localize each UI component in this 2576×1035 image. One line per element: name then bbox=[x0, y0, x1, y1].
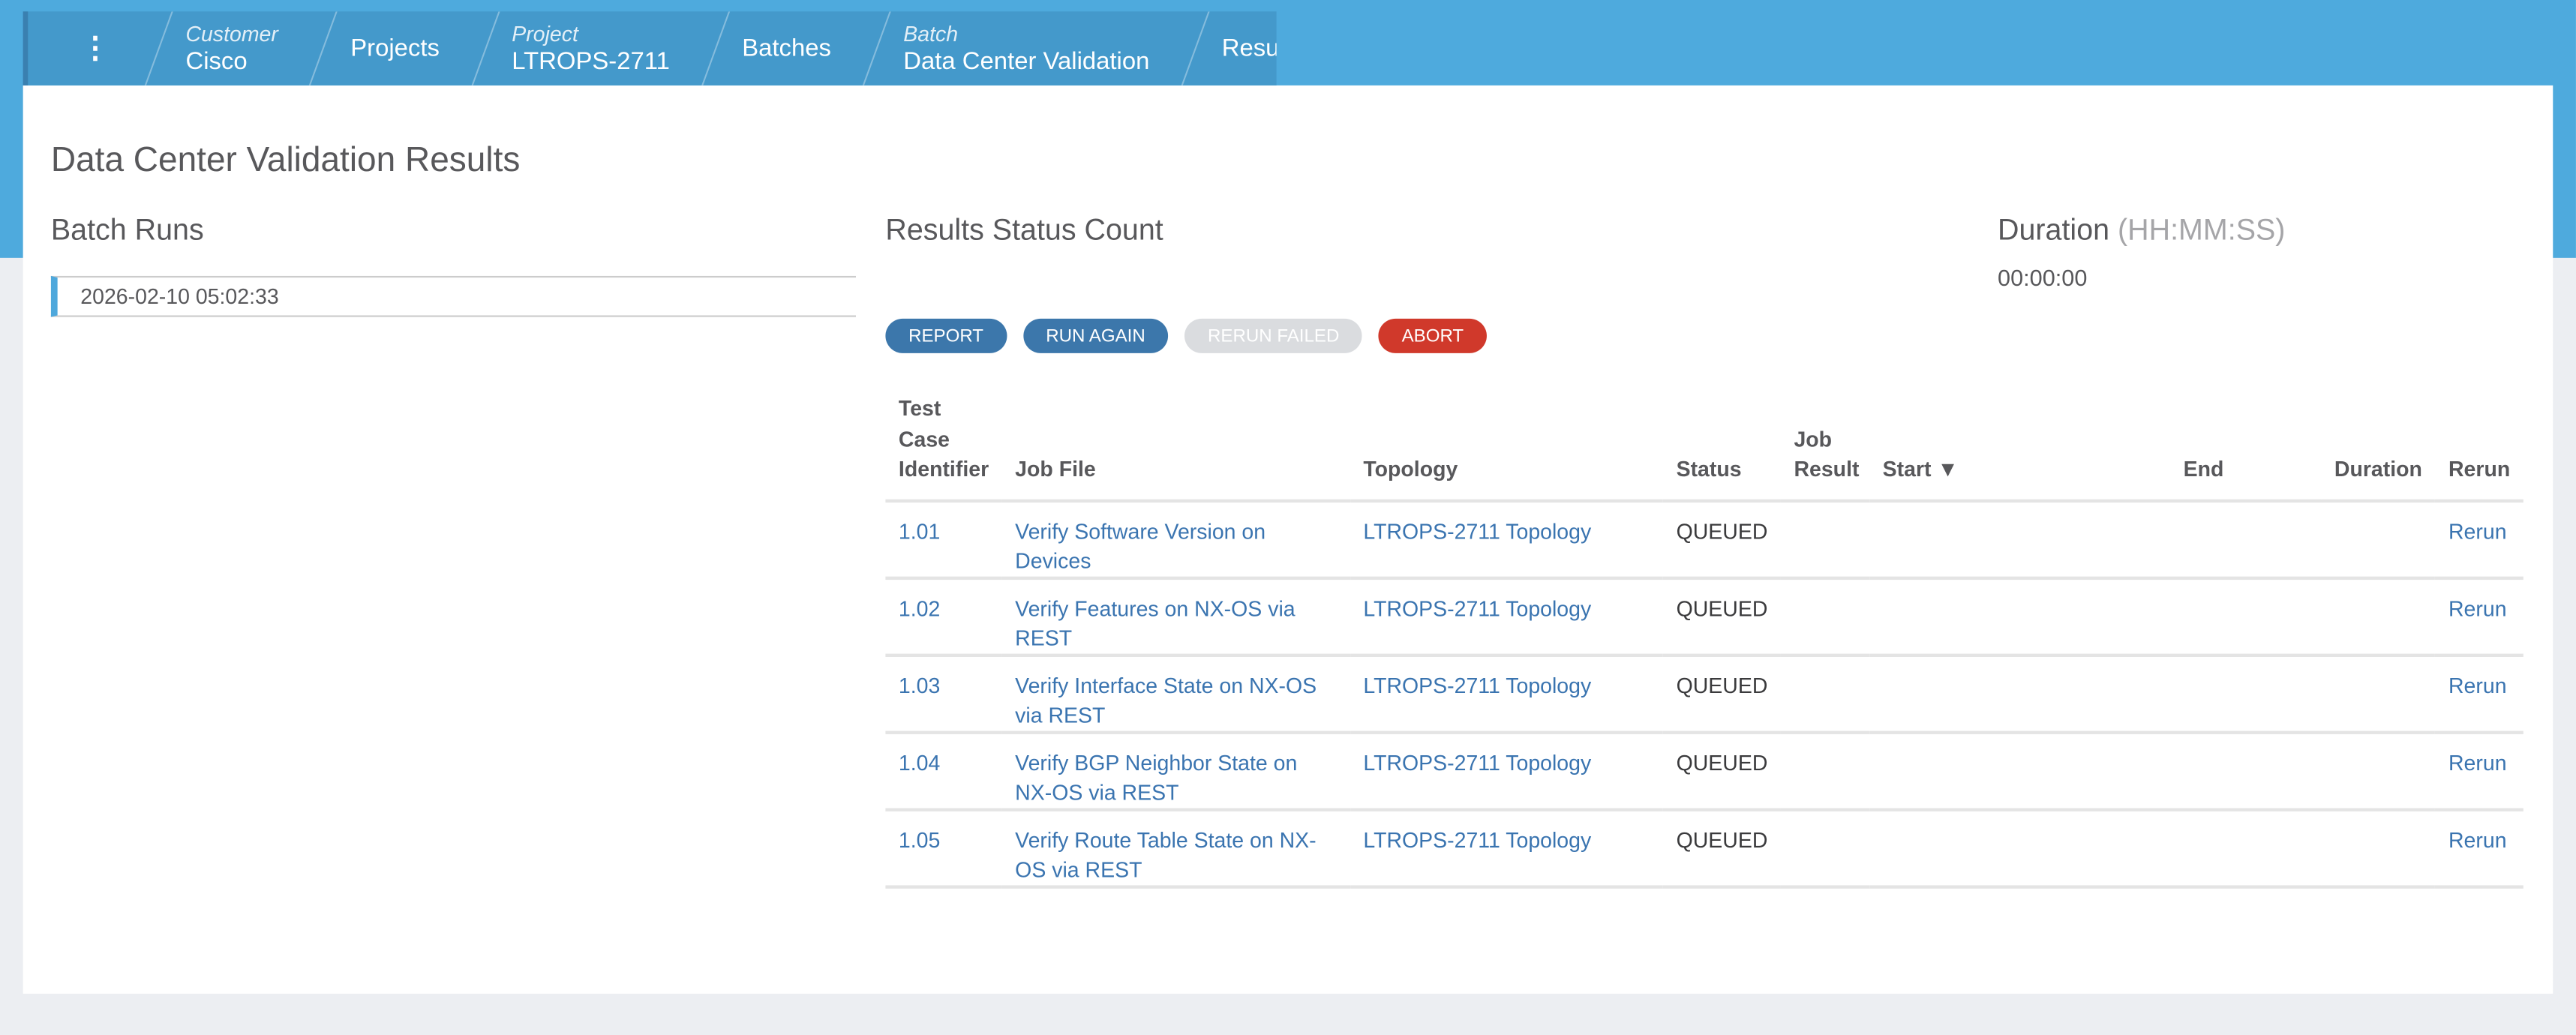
job-result-cell bbox=[1780, 500, 1870, 579]
duration-cell bbox=[2321, 500, 2436, 579]
results-table: Test Case Identifier Job File Topology S… bbox=[885, 394, 2523, 888]
rerun-link[interactable]: Rerun bbox=[2435, 731, 2523, 811]
job-result-cell bbox=[1780, 808, 1870, 888]
table-row: 1.05 Verify Route Table State on NX-OS vi… bbox=[885, 808, 2523, 888]
test-case-id[interactable]: 1.03 bbox=[885, 654, 1002, 734]
start-cell bbox=[1869, 577, 2171, 656]
status-cell: QUEUED bbox=[1663, 808, 1781, 888]
table-row: 1.01 Verify Software Version on Devices LT… bbox=[885, 500, 2523, 579]
end-cell bbox=[2170, 577, 2322, 656]
results-status-count-heading: Results Status Count bbox=[885, 213, 1163, 247]
status-cell: QUEUED bbox=[1663, 577, 1781, 656]
table-row: 1.02 Verify Features on NX-OS via REST LTR… bbox=[885, 577, 2523, 656]
page-title: Data Center Validation Results bbox=[50, 141, 521, 179]
breadcrumb-batch[interactable]: Batch Data Center Validation bbox=[864, 11, 1182, 86]
report-button[interactable]: REPORT bbox=[885, 318, 1007, 353]
abort-button[interactable]: ABORT bbox=[1378, 318, 1487, 353]
duration-cell bbox=[2321, 808, 2436, 888]
end-cell bbox=[2170, 731, 2322, 811]
breadcrumb-customer[interactable]: Customer Cisco bbox=[146, 11, 311, 86]
breadcrumb-value: Cisco bbox=[185, 46, 248, 75]
topology-link[interactable]: LTROPS-2711 Topology bbox=[1350, 654, 1664, 734]
test-case-id[interactable]: 1.04 bbox=[885, 731, 1002, 811]
breadcrumb-value: Results bbox=[1221, 33, 1277, 62]
rerun-link[interactable]: Rerun bbox=[2435, 808, 2523, 888]
action-buttons: REPORT RUN AGAIN RERUN FAILED ABORT bbox=[885, 318, 1487, 353]
status-cell: QUEUED bbox=[1663, 731, 1781, 811]
topology-link[interactable]: LTROPS-2711 Topology bbox=[1350, 577, 1664, 656]
duration-cell bbox=[2321, 731, 2436, 811]
duration-cell bbox=[2321, 577, 2436, 656]
status-cell: QUEUED bbox=[1663, 500, 1781, 579]
breadcrumb-label: Project bbox=[512, 20, 578, 46]
duration-title: Duration bbox=[1998, 213, 2110, 247]
batch-runs-heading: Batch Runs bbox=[50, 213, 204, 247]
breadcrumb-results[interactable]: Results bbox=[1182, 11, 1277, 86]
col-topology[interactable]: Topology bbox=[1350, 394, 1664, 502]
col-rerun[interactable]: Rerun bbox=[2435, 394, 2523, 502]
job-file-link[interactable]: Verify Features on NX-OS via REST bbox=[1001, 577, 1350, 656]
col-duration[interactable]: Duration bbox=[2321, 394, 2436, 502]
test-case-id[interactable]: 1.01 bbox=[885, 500, 1002, 579]
end-cell bbox=[2170, 654, 2322, 734]
start-cell bbox=[1869, 808, 2171, 888]
duration-cell bbox=[2321, 654, 2436, 734]
job-file-link[interactable]: Verify Interface State on NX-OS via REST bbox=[1001, 654, 1350, 734]
rerun-failed-button[interactable]: RERUN FAILED bbox=[1184, 318, 1363, 353]
job-result-cell bbox=[1780, 731, 1870, 811]
topology-link[interactable]: LTROPS-2711 Topology bbox=[1350, 500, 1664, 579]
breadcrumb-value: LTROPS-2711 bbox=[512, 46, 670, 75]
end-cell bbox=[2170, 500, 2322, 579]
test-case-id[interactable]: 1.05 bbox=[885, 808, 1002, 888]
run-again-button[interactable]: RUN AGAIN bbox=[1022, 318, 1169, 353]
status-cell: QUEUED bbox=[1663, 654, 1781, 734]
breadcrumb-label: Customer bbox=[185, 20, 278, 46]
start-cell bbox=[1869, 500, 2171, 579]
col-job-result[interactable]: Job Result bbox=[1780, 394, 1870, 502]
menu-kebab-icon[interactable]: ⋮ bbox=[28, 11, 146, 86]
rerun-link[interactable]: Rerun bbox=[2435, 500, 2523, 579]
job-result-cell bbox=[1780, 654, 1870, 734]
end-cell bbox=[2170, 808, 2322, 888]
breadcrumb-projects[interactable]: Projects bbox=[311, 11, 473, 86]
col-status[interactable]: Status bbox=[1663, 394, 1781, 502]
breadcrumb-value: Data Center Validation bbox=[903, 46, 1150, 75]
table-row: 1.03 Verify Interface State on NX-OS via … bbox=[885, 654, 2523, 734]
batch-run-item[interactable]: 2026-02-10 05:02:33 bbox=[50, 275, 856, 317]
topology-link[interactable]: LTROPS-2711 Topology bbox=[1350, 731, 1664, 811]
duration-heading: Duration (HH:MM:SS) bbox=[1998, 214, 2285, 248]
topology-link[interactable]: LTROPS-2711 Topology bbox=[1350, 808, 1664, 888]
breadcrumb-batches[interactable]: Batches bbox=[703, 11, 864, 86]
duration-unit: (HH:MM:SS) bbox=[2118, 213, 2286, 247]
breadcrumb: ⋮ Customer Cisco Projects Project LTROPS… bbox=[23, 11, 1277, 86]
table-header-row: Test Case Identifier Job File Topology S… bbox=[885, 394, 2523, 502]
breadcrumb-value: Projects bbox=[350, 33, 440, 62]
job-result-cell bbox=[1780, 577, 1870, 656]
col-end[interactable]: End bbox=[2170, 394, 2322, 502]
col-job-file[interactable]: Job File bbox=[1001, 394, 1350, 502]
job-file-link[interactable]: Verify Route Table State on NX-OS via RE… bbox=[1001, 808, 1350, 888]
job-file-link[interactable]: Verify BGP Neighbor State on NX-OS via R… bbox=[1001, 731, 1350, 811]
rerun-link[interactable]: Rerun bbox=[2435, 654, 2523, 734]
test-case-id[interactable]: 1.02 bbox=[885, 577, 1002, 656]
breadcrumb-project[interactable]: Project LTROPS-2711 bbox=[473, 11, 703, 86]
job-file-link[interactable]: Verify Software Version on Devices bbox=[1001, 500, 1350, 579]
start-cell bbox=[1869, 654, 2171, 734]
rerun-link[interactable]: Rerun bbox=[2435, 577, 2523, 656]
table-row: 1.04 Verify BGP Neighbor State on NX-OS v… bbox=[885, 731, 2523, 811]
breadcrumb-label: Batch bbox=[903, 20, 959, 46]
duration-value: 00:00:00 bbox=[1998, 264, 2088, 291]
col-start[interactable]: Start ▼ bbox=[1869, 394, 2171, 502]
start-cell bbox=[1869, 731, 2171, 811]
col-test-case-identifier[interactable]: Test Case Identifier bbox=[885, 394, 1002, 502]
breadcrumb-value: Batches bbox=[742, 33, 831, 62]
